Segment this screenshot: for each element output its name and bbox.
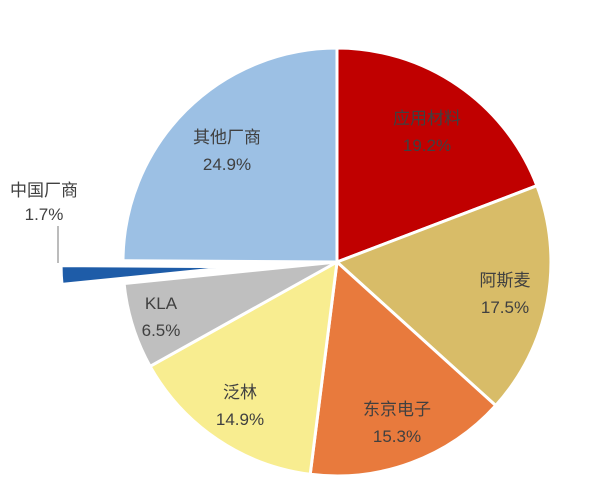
slice-name-label: 泛林 [223,383,257,402]
slice-name-label: 阿斯麦 [480,271,531,290]
pie-slice-5 [59,264,239,286]
pie-slice-6 [121,46,339,264]
slice-name-label: 东京电子 [363,400,431,419]
slice-name-label: 其他厂商 [193,128,261,147]
slice-labels: 应用材料 19.2% 阿斯麦 17.5% 东京电子 15.3% 泛林 14.9% KLA 6.5%… [10,109,531,446]
slice-value-label: 15.3% [373,427,421,446]
slice-value-label: 17.5% [481,298,529,317]
pie-slice-2 [308,260,498,478]
outside-label-name: 中国厂商 [10,181,78,200]
slice-name-label: 应用材料 [393,109,461,128]
pie-slices [59,46,553,478]
slice-value-label: 19.2% [403,136,451,155]
pie-slice-1 [335,184,553,407]
slice-name-label: KLA [145,294,178,313]
pie-slice-3 [148,260,339,476]
outside-label-value: 1.7% [25,205,64,224]
slice-value-label: 24.9% [203,155,251,174]
pie-slice-4 [122,260,339,368]
pie-slice-0 [335,46,539,264]
slice-value-label: 14.9% [216,410,264,429]
slice-value-label: 6.5% [142,321,181,340]
